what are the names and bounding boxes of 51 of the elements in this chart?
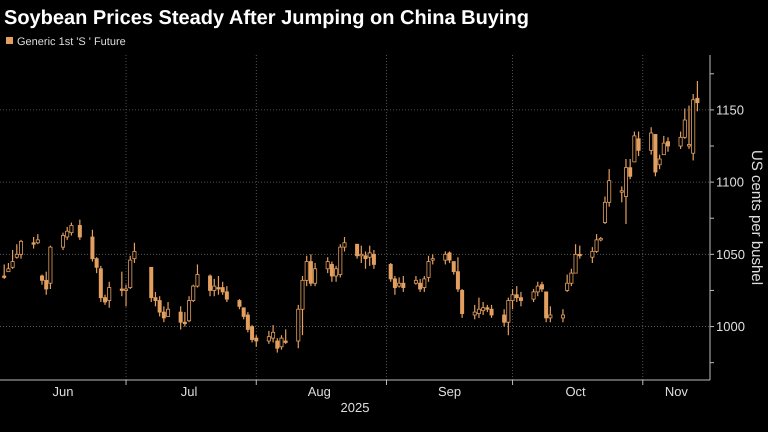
candlestick <box>397 276 402 288</box>
candlestick <box>662 135 666 156</box>
y-tick-label: 1050 <box>716 246 745 262</box>
candlestick <box>216 275 220 296</box>
candlestick <box>284 328 288 344</box>
candlestick <box>120 271 124 297</box>
candlestick <box>476 297 481 318</box>
candlestick <box>32 236 36 250</box>
candlestick <box>565 274 570 292</box>
candlestick <box>536 281 540 297</box>
candlestick <box>208 274 212 297</box>
y-tick-label: 1000 <box>716 319 745 334</box>
candlestick <box>443 250 448 266</box>
candlestick <box>418 278 422 292</box>
candlestick <box>472 304 477 320</box>
x-tick-label: Oct <box>565 384 586 399</box>
chart-title: Soybean Prices Steady After Jumping on China Buying <box>4 7 529 29</box>
candlestick <box>330 260 334 282</box>
y-tick-label: 1150 <box>716 102 744 118</box>
candlestick <box>178 306 183 330</box>
x-tick-label: Jun <box>52 384 74 399</box>
candlestick <box>326 256 330 274</box>
candlestick <box>308 254 313 287</box>
candlestick <box>69 222 74 236</box>
candlestick <box>514 286 519 303</box>
x-tick-label: Jul <box>180 384 198 399</box>
candlestick <box>212 278 216 297</box>
x-axis-title: 2025 <box>340 400 370 415</box>
candlestick <box>560 308 565 323</box>
x-tick-label: Aug <box>308 384 331 399</box>
candlestick <box>666 136 670 152</box>
candlestick <box>401 275 406 292</box>
y-tick-label: 1100 <box>716 174 744 190</box>
candlestick <box>224 286 229 303</box>
candlestick <box>481 301 486 316</box>
x-tick-label: Sep <box>438 384 462 399</box>
candlestick <box>78 219 82 240</box>
candlestick <box>313 262 318 287</box>
candlestick <box>19 239 24 260</box>
candlestick <box>372 249 376 270</box>
candlestick <box>2 264 6 280</box>
candlestick <box>14 244 19 260</box>
candlestick <box>368 245 372 266</box>
candlestick <box>107 281 112 308</box>
candlestick <box>36 234 40 245</box>
x-tick-label: Nov <box>664 384 688 399</box>
candlestick <box>355 244 360 260</box>
candlestick <box>490 304 494 318</box>
candlestick <box>10 249 15 270</box>
y-axis-title: US cents per bushel <box>748 150 765 286</box>
legend-label: Generic 1st 'S ' Future <box>17 36 126 48</box>
